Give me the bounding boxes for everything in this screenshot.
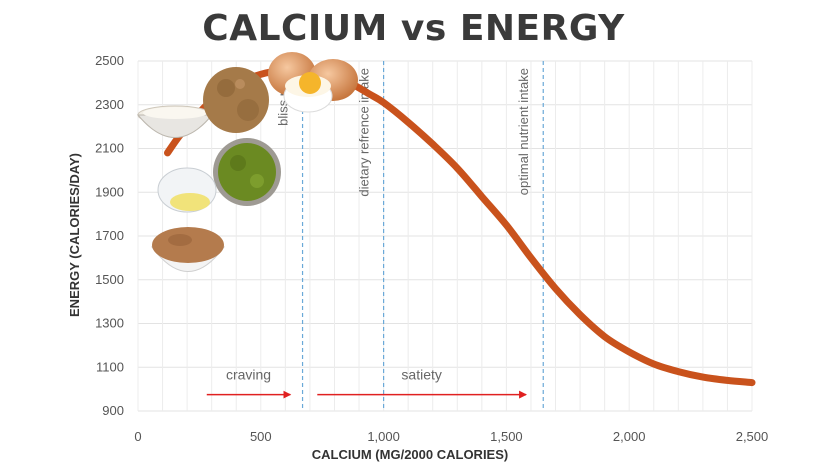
x-tick-label: 1,500	[490, 429, 523, 444]
x-tick-label: 500	[250, 429, 272, 444]
chart-title: CALCIUM vs ENERGY	[202, 8, 625, 49]
rice-bowl-icon	[136, 105, 214, 138]
y-tick-label: 2100	[95, 141, 124, 156]
annotation-arrow-label: satiety	[401, 367, 441, 383]
y-tick-label: 1300	[95, 316, 124, 331]
reference-line-label: optimal nutrient intake	[516, 68, 531, 195]
y-axis-label: ENERGY (CALORIES/DAY)	[67, 153, 82, 317]
reference-line-label: dietary refrence intake	[357, 68, 372, 197]
y-tick-label: 1700	[95, 228, 124, 243]
y-tick-label: 1100	[96, 359, 124, 374]
eggs-icon	[268, 52, 358, 113]
pesto-bowl-icon	[213, 138, 281, 206]
y-tick-label: 1900	[95, 184, 124, 199]
oil-glass-bowl-icon	[157, 167, 217, 213]
x-tick-label: 0	[134, 429, 141, 444]
tick-labels: 900 1100 1300 1500 1700 1900 2100 2300 2500 0 500 1…	[95, 53, 768, 444]
annotation-arrows: craving satiety	[206, 367, 528, 399]
y-tick-label: 900	[102, 403, 124, 418]
x-tick-label: 2,000	[613, 429, 646, 444]
x-tick-label: 2,500	[736, 429, 769, 444]
y-tick-label: 1500	[95, 272, 124, 287]
annotation-arrow-label: craving	[226, 367, 271, 383]
y-tick-label: 2300	[95, 97, 124, 112]
buckwheat-bowl-icon	[151, 227, 225, 272]
y-tick-label: 2500	[95, 53, 124, 68]
x-tick-label: 1,000	[367, 429, 400, 444]
lentils-bowl-icon	[203, 67, 269, 133]
food-illustrations	[136, 52, 358, 272]
x-axis-label: CALCIUM (MG/2000 CALORIES)	[312, 447, 508, 462]
